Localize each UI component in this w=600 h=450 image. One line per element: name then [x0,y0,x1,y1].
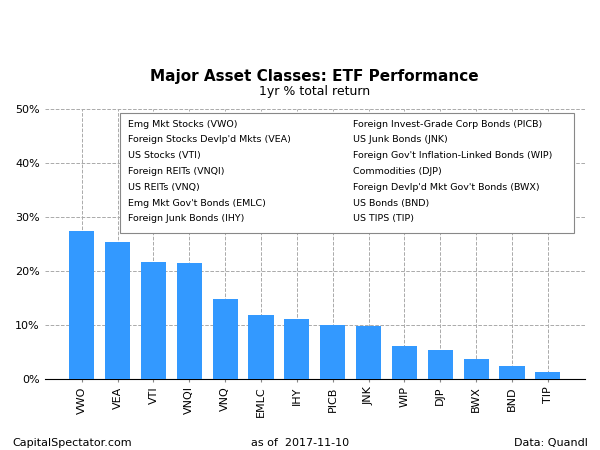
Text: Foreign REITs (VNQI): Foreign REITs (VNQI) [128,167,225,176]
Bar [69,231,94,379]
Title: Major Asset Classes: ETF Performance: Major Asset Classes: ETF Performance [151,69,479,84]
Text: Foreign Gov't Inflation-Linked Bonds (WIP): Foreign Gov't Inflation-Linked Bonds (WI… [353,151,552,160]
Bar [141,261,166,379]
Text: Commodities (DJP): Commodities (DJP) [353,167,442,176]
Bar [428,350,453,379]
Bar [177,263,202,379]
Text: Foreign Devlp'd Mkt Gov't Bonds (BWX): Foreign Devlp'd Mkt Gov't Bonds (BWX) [353,183,539,192]
Bar [105,242,130,379]
Text: Data: Quandl: Data: Quandl [514,438,588,448]
Text: US REITs (VNQ): US REITs (VNQ) [128,183,200,192]
Text: Emg Mkt Stocks (VWO): Emg Mkt Stocks (VWO) [128,120,238,129]
Text: as of  2017-11-10: as of 2017-11-10 [251,438,349,448]
Text: CapitalSpectator.com: CapitalSpectator.com [12,438,131,448]
Bar [499,366,524,379]
Text: 1yr % total return: 1yr % total return [259,85,370,98]
Bar [284,320,310,379]
Bar [248,315,274,379]
FancyBboxPatch shape [120,113,574,233]
Bar [320,325,345,379]
Text: Foreign Junk Bonds (IHY): Foreign Junk Bonds (IHY) [128,214,245,223]
Text: Foreign Invest-Grade Corp Bonds (PICB): Foreign Invest-Grade Corp Bonds (PICB) [353,120,542,129]
Bar [392,346,417,379]
Text: US Bonds (BND): US Bonds (BND) [353,198,429,207]
Bar [356,326,381,379]
Bar [464,359,489,379]
Text: US TIPS (TIP): US TIPS (TIP) [353,214,413,223]
Bar [212,299,238,379]
Text: US Junk Bonds (JNK): US Junk Bonds (JNK) [353,135,448,144]
Text: US Stocks (VTI): US Stocks (VTI) [128,151,201,160]
Text: Emg Mkt Gov't Bonds (EMLC): Emg Mkt Gov't Bonds (EMLC) [128,198,266,207]
Text: Foreign Stocks Devlp'd Mkts (VEA): Foreign Stocks Devlp'd Mkts (VEA) [128,135,291,144]
Bar [535,372,560,379]
